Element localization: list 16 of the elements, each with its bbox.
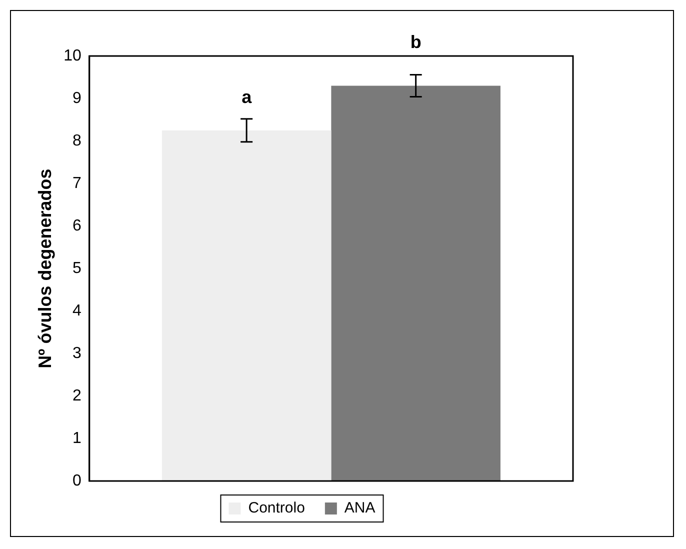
annotation: a [242,86,253,107]
y-axis-title: Nº óvulos degenerados [34,168,55,368]
y-tick-label: 5 [72,260,82,277]
legend-label: ANA [344,500,376,517]
y-tick-label: 7 [72,174,82,192]
y-tick-label: 1 [72,430,82,447]
y-tick-label: 0 [72,472,82,490]
y-tick-label: 3 [72,344,82,362]
y-tick-label: 2 [72,387,82,404]
y-tick-label: 4 [72,302,82,320]
y-tick-label: 10 [64,47,82,64]
text: b [410,32,422,52]
y-tick-label: 8 [72,132,82,150]
y-tick-label: 9 [72,90,82,107]
y-tick-label: 6 [72,217,82,234]
legend-label: Controlo [248,500,305,517]
